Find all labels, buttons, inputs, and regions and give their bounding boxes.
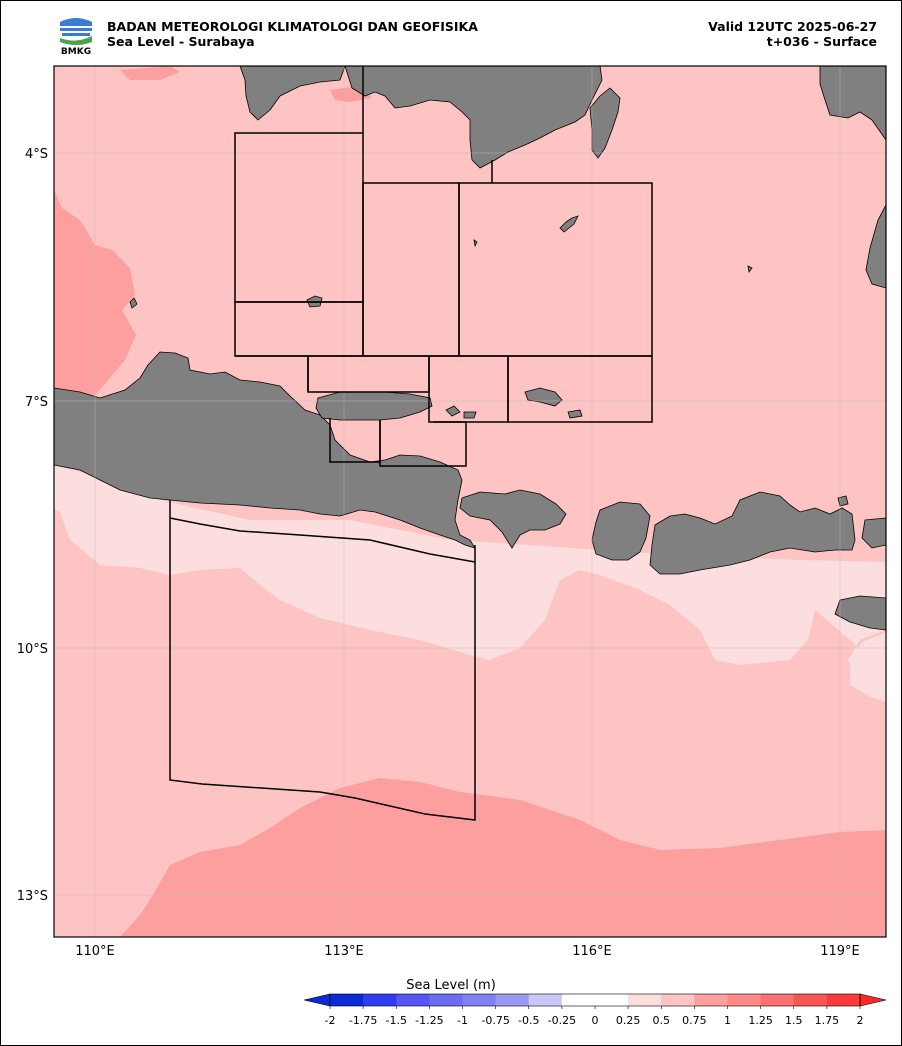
colorbar-segment (396, 994, 430, 1006)
colorbar-tick-label: 0 (592, 1014, 599, 1027)
colorbar-under-arrow (303, 993, 331, 1007)
colorbar-label: Sea Level (m) (406, 978, 496, 993)
colorbar-tick-label: -0.25 (548, 1014, 576, 1027)
zone-10[interactable] (379, 420, 467, 467)
colorbar-tick-label: -0.75 (481, 1014, 509, 1027)
small-island-5 (129, 297, 138, 309)
product-title: Sea Level - Surabaya (107, 34, 255, 49)
colorbar-segment (793, 994, 828, 1006)
bali-island (459, 489, 567, 549)
colorbar-segment (528, 994, 563, 1006)
colorbar-segment (628, 994, 662, 1006)
small-island-6 (473, 239, 478, 248)
colorbar-tick-label: -1.25 (415, 1014, 443, 1027)
colorbar-tick-label: -1.75 (349, 1014, 377, 1027)
sumbawa-island (649, 491, 856, 575)
colorbar-tick-label: 1.75 (815, 1014, 840, 1027)
colorbar-tick-label: -0.5 (518, 1014, 539, 1027)
zone-8[interactable] (507, 355, 653, 423)
colorbar-segment (495, 994, 530, 1006)
x-tick: 110°E (75, 944, 115, 959)
colorbar-tick-label: 1.5 (785, 1014, 803, 1027)
small-island-1 (445, 405, 461, 417)
colorbar: -2 -1.75 -1.5 -1.25 -1 -0.75 -0.5 -0.25 0 0.25 0.5… (303, 993, 887, 1027)
y-tick-labels: 4°S 7°S 10°S 13°S (17, 147, 48, 904)
colorbar-tick-label: -2 (325, 1014, 336, 1027)
kangean-island (524, 387, 563, 407)
x-tick: 119°E (820, 944, 860, 959)
x-tick: 116°E (572, 944, 612, 959)
colorbar-segment (694, 994, 728, 1006)
y-tick: 13°S (17, 889, 48, 904)
x-tick-labels: 110°E 113°E 116°E 119°E (75, 944, 860, 959)
flores-edge-island (861, 517, 886, 549)
sea-level-light-east (850, 632, 886, 702)
sea-level-light-band (54, 465, 886, 700)
small-island-8 (837, 495, 849, 507)
svg-text:BMKG: BMKG (61, 47, 91, 56)
colorbar-segment (561, 994, 596, 1006)
small-island-3 (567, 409, 583, 419)
zone-south-inner (169, 517, 476, 563)
lead-time: t+036 - Surface (766, 34, 877, 49)
lombok-island (591, 501, 651, 561)
bmkg-logo: BMKG (59, 12, 93, 56)
sea-level-high-south (120, 778, 886, 937)
colorbar-tick-label: 1.25 (748, 1014, 773, 1027)
colorbar-tick-label: -1.5 (386, 1014, 407, 1027)
colorbar-over-arrow (859, 993, 887, 1007)
colorbar-tick-label: 0.5 (653, 1014, 671, 1027)
colorbar-tick-label: 0.25 (616, 1014, 641, 1027)
colorbar-tick-label: 0.75 (682, 1014, 707, 1027)
sumba-island (834, 595, 886, 631)
colorbar-segment (330, 994, 364, 1006)
sulawesi-south (865, 204, 886, 289)
x-tick: 113°E (324, 944, 364, 959)
colorbar-segment (661, 994, 695, 1006)
colorbar-tick-label: -1 (457, 1014, 468, 1027)
map-border (53, 65, 887, 938)
colorbar-segment (429, 994, 463, 1006)
header-left: BADAN METEOROLOGI KLIMATOLOGI DAN GEOFIS… (107, 19, 478, 49)
forecast-zones (169, 66, 653, 821)
colorbar-segment (363, 994, 397, 1006)
small-island-4 (559, 215, 579, 233)
colorbar-segment (826, 994, 861, 1006)
y-tick: 10°S (17, 642, 48, 657)
colorbar-segment (462, 994, 497, 1006)
colorbar-segment (727, 994, 762, 1006)
agency-title: BADAN METEOROLOGI KLIMATOLOGI DAN GEOFIS… (107, 19, 478, 34)
colorbar-tick-label: 1 (724, 1014, 731, 1027)
valid-time: Valid 12UTC 2025-06-27 (708, 19, 877, 34)
sea-level-high-north (120, 66, 180, 80)
zone-south-sea[interactable] (169, 500, 476, 821)
kalimantan-west (239, 66, 346, 121)
kalimantan-island (344, 66, 603, 169)
colorbar-segment (760, 994, 795, 1006)
header-right: Valid 12UTC 2025-06-27 t+036 - Surface (708, 19, 877, 49)
sulawesi-edge (819, 66, 886, 141)
y-tick: 4°S (25, 147, 48, 162)
map-area[interactable] (54, 66, 886, 937)
small-island-2 (463, 411, 477, 419)
colorbar-segment (595, 994, 629, 1006)
colorbar-tick-label: 2 (857, 1014, 864, 1027)
gridlines (54, 66, 886, 937)
y-tick: 7°S (25, 395, 48, 410)
small-island-7 (747, 265, 753, 273)
